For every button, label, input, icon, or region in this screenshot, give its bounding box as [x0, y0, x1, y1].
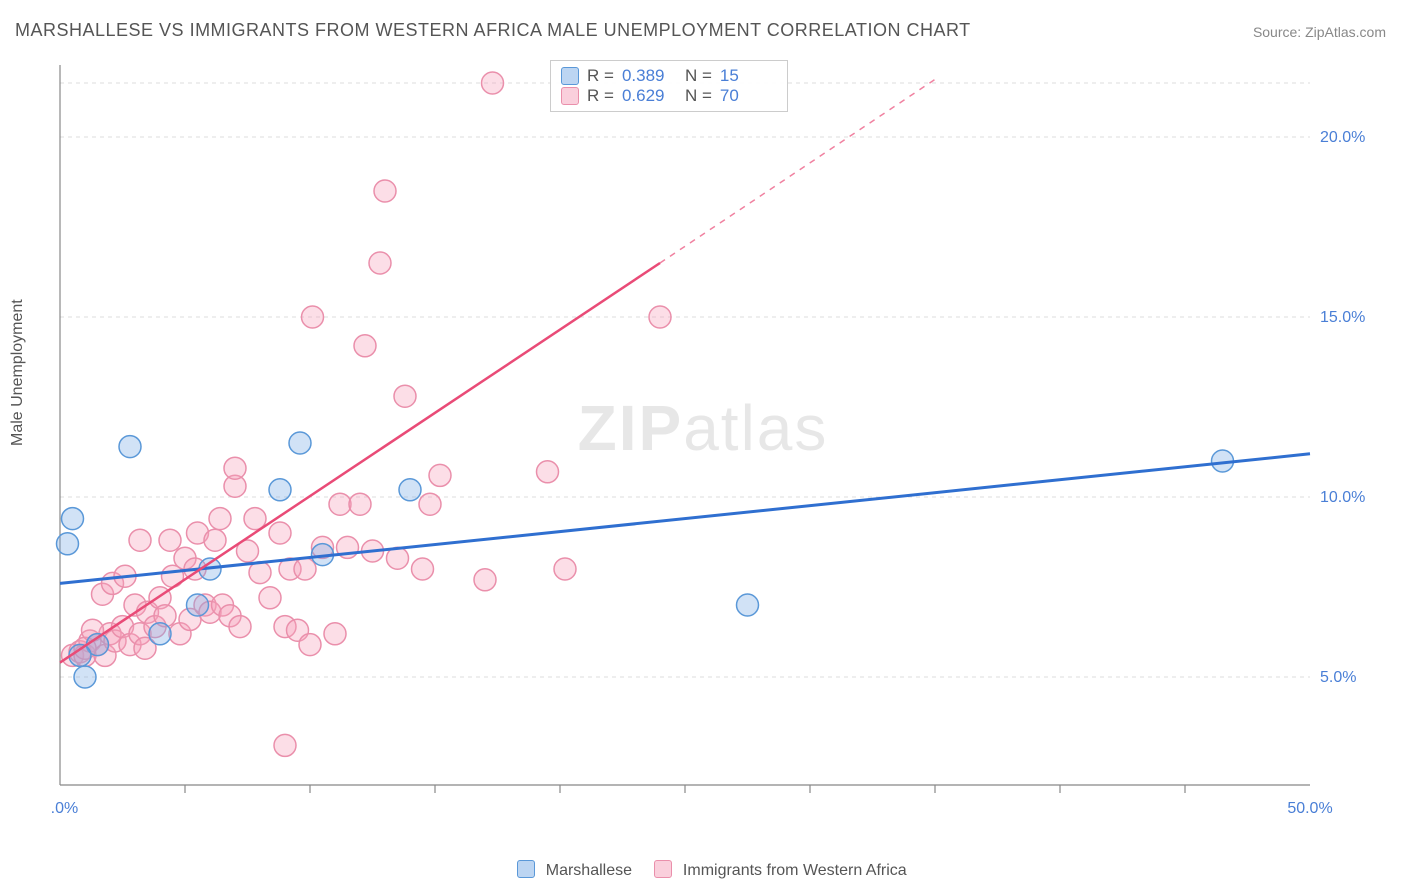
x-tick-label: 50.0%	[1287, 800, 1332, 817]
data-point	[294, 558, 316, 580]
n-label: N =	[685, 66, 712, 86]
legend-label-2: Immigrants from Western Africa	[683, 862, 907, 879]
data-point	[737, 594, 759, 616]
data-point	[62, 508, 84, 530]
y-tick-label: 10.0%	[1320, 489, 1365, 506]
data-point	[329, 493, 351, 515]
data-point	[74, 666, 96, 688]
chart-title: MARSHALLESE VS IMMIGRANTS FROM WESTERN A…	[15, 20, 971, 41]
data-point	[187, 594, 209, 616]
legend-label-1: Marshallese	[546, 862, 632, 879]
n-label: N =	[685, 86, 712, 106]
x-tick-label: 0.0%	[50, 800, 78, 817]
data-point	[429, 464, 451, 486]
r-label: R =	[587, 86, 614, 106]
y-axis-label: Male Unemployment	[9, 299, 27, 446]
data-point	[349, 493, 371, 515]
data-point	[399, 479, 421, 501]
chart-container: MARSHALLESE VS IMMIGRANTS FROM WESTERN A…	[0, 0, 1406, 892]
data-point	[229, 616, 251, 638]
legend-swatch-pink-icon	[654, 860, 672, 878]
data-point	[302, 306, 324, 328]
data-point	[289, 432, 311, 454]
r-value-2: 0.629	[622, 86, 677, 106]
data-point	[369, 252, 391, 274]
swatch-pink-icon	[561, 87, 579, 105]
data-point	[129, 529, 151, 551]
data-point	[324, 623, 346, 645]
r-value-1: 0.389	[622, 66, 677, 86]
legend-swatch-blue-icon	[517, 860, 535, 878]
data-point	[119, 436, 141, 458]
n-value-2: 70	[720, 86, 775, 106]
source-link[interactable]: ZipAtlas.com	[1305, 24, 1386, 40]
source-prefix: Source:	[1253, 24, 1305, 40]
stats-row-2: R = 0.629 N = 70	[561, 86, 775, 106]
data-point	[204, 529, 226, 551]
source-attribution: Source: ZipAtlas.com	[1253, 24, 1386, 40]
y-tick-label: 15.0%	[1320, 309, 1365, 326]
data-point	[149, 623, 171, 645]
chart-svg: 5.0% 10.0% 15.0% 20.0% 0.0% 50.0%	[50, 55, 1380, 835]
data-point	[224, 457, 246, 479]
data-point	[412, 558, 434, 580]
y-tick-label: 20.0%	[1320, 129, 1365, 146]
data-point	[394, 385, 416, 407]
plot-area: 5.0% 10.0% 15.0% 20.0% 0.0% 50.0%	[50, 55, 1380, 835]
data-point	[159, 529, 181, 551]
data-point	[354, 335, 376, 357]
data-point	[374, 180, 396, 202]
data-point	[57, 533, 79, 555]
data-point	[482, 72, 504, 94]
data-point	[274, 734, 296, 756]
n-value-1: 15	[720, 66, 775, 86]
data-point	[649, 306, 671, 328]
data-point	[419, 493, 441, 515]
stats-row-1: R = 0.389 N = 15	[561, 66, 775, 86]
stats-legend-box: R = 0.389 N = 15 R = 0.629 N = 70	[550, 60, 788, 112]
data-point	[259, 587, 281, 609]
data-point	[299, 634, 321, 656]
data-point	[269, 479, 291, 501]
series-legend: Marshallese Immigrants from Western Afri…	[0, 860, 1406, 880]
data-point	[269, 522, 291, 544]
data-point	[474, 569, 496, 591]
data-point	[209, 508, 231, 530]
data-point	[554, 558, 576, 580]
trend-line-pink	[60, 263, 660, 663]
r-label: R =	[587, 66, 614, 86]
swatch-blue-icon	[561, 67, 579, 85]
data-point	[537, 461, 559, 483]
y-tick-label: 5.0%	[1320, 669, 1356, 686]
